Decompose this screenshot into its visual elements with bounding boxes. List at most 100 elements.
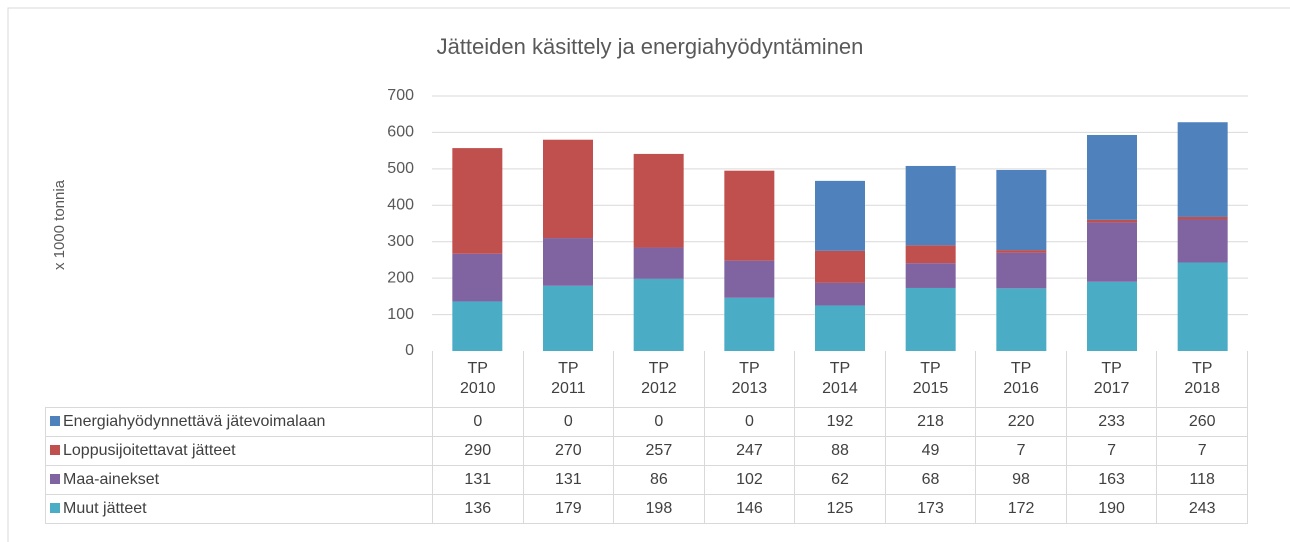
x-tick-label: TP 2018 — [1184, 360, 1220, 397]
category-cell: TP 2014 — [794, 351, 886, 408]
legend-cell: Maa-ainekset — [45, 465, 433, 495]
table-value: 257 — [613, 436, 705, 466]
bar-segment — [452, 301, 503, 351]
table-value: 220 — [975, 407, 1067, 437]
table-value: 118 — [1156, 465, 1248, 495]
legend-label: Energiahyödynnettävä jätevoimalaan — [63, 413, 326, 430]
bar-segment — [905, 263, 956, 288]
table-row: Muut jätteet 136 179 198 146 125 173 172 190 243 — [45, 494, 1248, 524]
table-value: 179 — [522, 494, 615, 524]
y-tick-label: 700 — [387, 87, 414, 104]
table-row: Maa-ainekset 131 131 86 102 62 68 98 163 118 — [45, 465, 1248, 495]
table-value: 190 — [1065, 494, 1158, 524]
legend-swatch — [50, 416, 60, 426]
bar-segment — [905, 287, 956, 351]
table-value: 146 — [703, 494, 796, 524]
category-cell: TP 2018 — [1156, 351, 1248, 408]
category-cell: TP 2015 — [884, 351, 977, 408]
bar-segment — [452, 253, 503, 302]
x-tick-label: TP 2017 — [1093, 360, 1130, 397]
x-tick-label: TP 2011 — [551, 360, 586, 397]
bar-segment — [724, 170, 775, 261]
legend-swatch — [50, 445, 60, 455]
legend-swatch — [50, 503, 60, 513]
table-header-row: TP 2010 TP 2011 TP 2012 TP 2013 TP 2014 TP 20… — [45, 351, 1248, 408]
table-corner — [45, 351, 433, 408]
bar-segment — [815, 180, 865, 251]
table-value: 233 — [1065, 407, 1158, 437]
x-tick-label: TP 2012 — [641, 360, 677, 397]
bar-segment — [815, 305, 865, 351]
y-tick-label: 0 — [405, 342, 414, 359]
table-value: 0 — [432, 407, 524, 437]
category-cell: TP 2016 — [975, 351, 1067, 408]
y-tick-label: 500 — [387, 160, 414, 177]
bar-segment — [724, 297, 775, 351]
table-value: 98 — [975, 465, 1067, 495]
category-cell: TP 2010 — [432, 351, 524, 408]
bar-segment — [543, 238, 593, 286]
bar-segment — [996, 250, 1047, 253]
x-tick-label: TP 2013 — [731, 360, 768, 397]
bar-segment — [905, 245, 956, 264]
bar-segment — [633, 247, 684, 279]
table-value: 173 — [884, 494, 977, 524]
bar-segment — [905, 165, 956, 246]
bar-segment — [815, 282, 865, 306]
table-row: Energiahyödynnettävä jätevoimalaan 0 0 0 0 19… — [45, 407, 1248, 437]
bar-segment — [1087, 281, 1137, 351]
table-value: 7 — [1065, 436, 1158, 466]
bar-segment — [996, 169, 1047, 251]
bar-segment — [543, 285, 593, 351]
bar-segment — [815, 250, 865, 283]
legend-label: Maa-ainekset — [63, 471, 160, 488]
chart-border — [7, 7, 1290, 542]
bar-segment — [1087, 134, 1137, 220]
x-tick-label: TP 2016 — [1003, 360, 1039, 397]
category-cell: TP 2017 — [1065, 351, 1158, 408]
table-value: 0 — [613, 407, 705, 437]
bar-segment — [1177, 219, 1228, 263]
table-row: Loppusijoitettavat jätteet 290 270 257 247 88… — [45, 436, 1248, 466]
y-tick-label: 300 — [387, 233, 414, 250]
table-value: 290 — [432, 436, 524, 466]
bar-segment — [1177, 216, 1228, 220]
table-value: 131 — [522, 465, 615, 495]
bar-segment — [633, 278, 684, 351]
y-tick-label: 400 — [387, 197, 414, 214]
legend-cell: Energiahyödynnettävä jätevoimalaan — [45, 407, 433, 437]
table-value: 198 — [613, 494, 705, 524]
legend-cell: Loppusijoitettavat jätteet — [45, 436, 433, 466]
legend-cell: Muut jätteet — [45, 494, 433, 524]
bar-segment — [1087, 219, 1137, 223]
table-value: 172 — [975, 494, 1067, 524]
table-value: 131 — [432, 465, 524, 495]
category-cell: TP 2013 — [703, 351, 796, 408]
table-value: 163 — [1065, 465, 1158, 495]
table-value: 218 — [884, 407, 977, 437]
legend-label: Muut jätteet — [63, 500, 147, 517]
x-tick-label: TP 2014 — [822, 360, 858, 397]
table-value: 49 — [884, 436, 977, 466]
bar-segment — [452, 148, 503, 254]
table-value: 260 — [1156, 407, 1248, 437]
x-tick-label: TP 2015 — [912, 360, 949, 397]
legend-swatch — [50, 474, 60, 484]
table-value: 270 — [522, 436, 615, 466]
data-table: TP 2010 TP 2011 TP 2012 TP 2013 TP 2014 TP 20… — [45, 351, 1248, 524]
table-value: 0 — [703, 407, 796, 437]
table-value: 86 — [613, 465, 705, 495]
table-value: 0 — [522, 407, 615, 437]
bar-segment — [1087, 222, 1137, 282]
bar-segment — [996, 288, 1047, 351]
bar-segment — [633, 153, 684, 248]
chart-title: Jätteiden käsittely ja energiahyödyntämi… — [437, 34, 864, 59]
bar-segment — [1177, 262, 1228, 351]
table-value: 247 — [703, 436, 796, 466]
category-cell: TP 2011 — [522, 351, 615, 408]
bar-segment — [1177, 122, 1228, 217]
table-value: 125 — [794, 494, 886, 524]
y-axis-label: x 1000 tonnia — [51, 179, 68, 270]
bar-segment — [724, 260, 775, 298]
